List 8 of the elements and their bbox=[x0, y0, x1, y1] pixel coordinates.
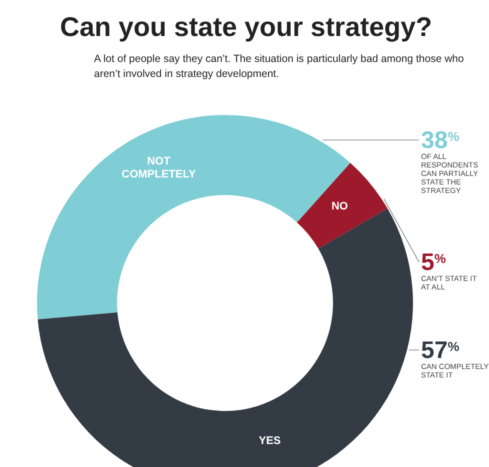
slice-label: YES bbox=[258, 435, 281, 448]
chart-title: Can you state your strategy? bbox=[60, 12, 432, 43]
data-label: 57$^{%}$ bbox=[421, 337, 460, 364]
data-label: 38$^{%}$ bbox=[421, 127, 460, 154]
data-label: 5$^{%}$ bbox=[421, 249, 446, 276]
chart-subtitle: A lot of people say they can’t. The situation is particularly bad among those who aren’t involved in strategy development. bbox=[94, 52, 465, 82]
slice-label: NO bbox=[331, 200, 348, 212]
slice-label: NOT COMPLETELY bbox=[122, 156, 196, 181]
